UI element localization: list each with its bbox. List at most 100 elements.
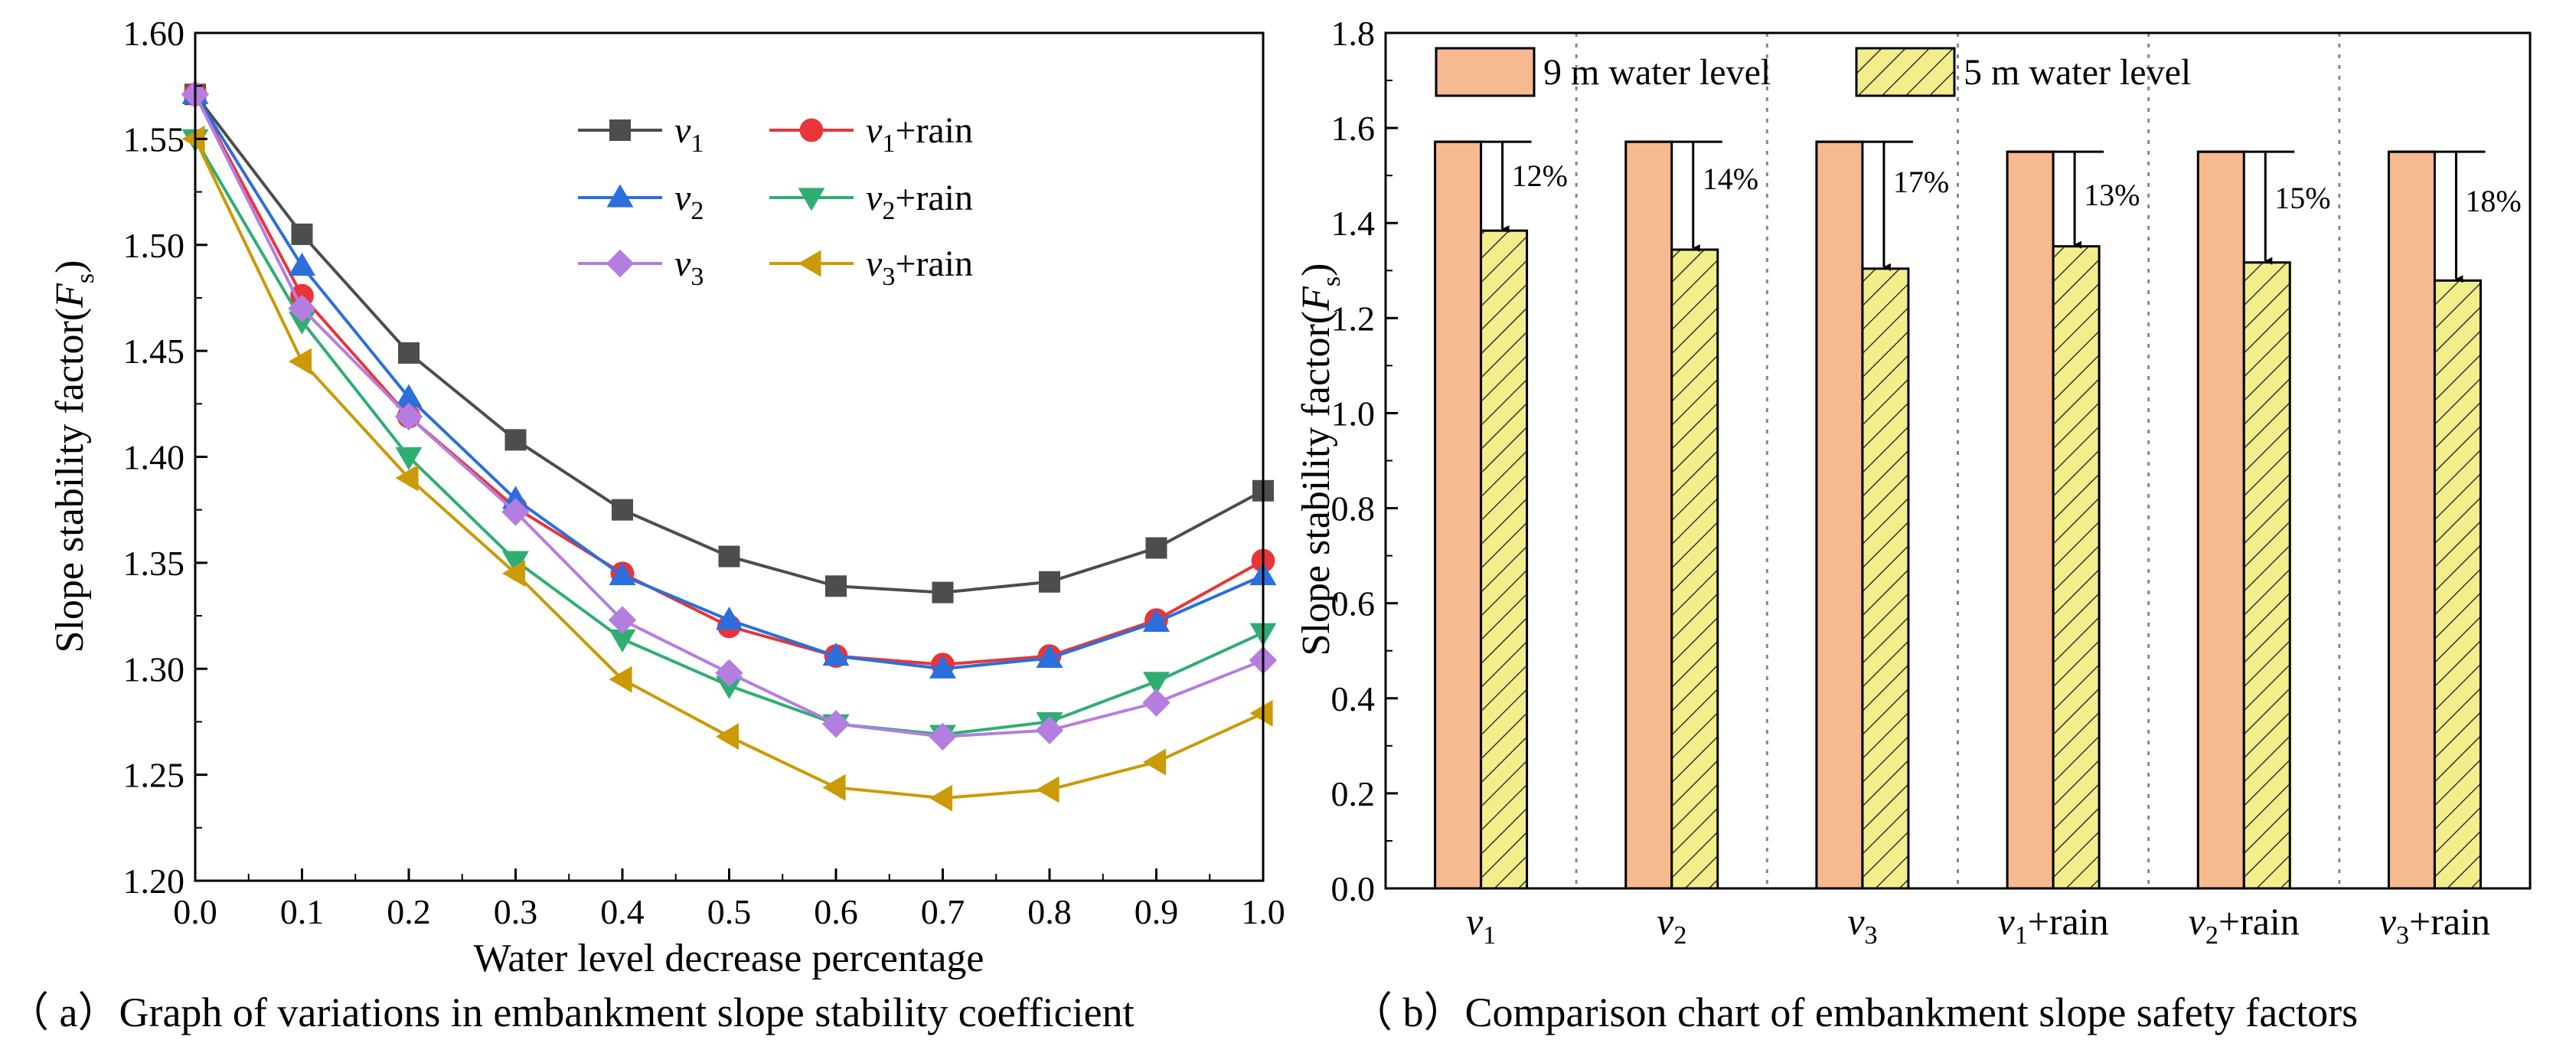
legend-label-1: 5 m water level <box>1964 52 2191 93</box>
y-tick-label-6: 1.50 <box>123 226 185 265</box>
data-point-v3+rain-1 <box>289 348 312 375</box>
category-label-0: v1 <box>1466 900 1496 950</box>
series-line-v3+rain <box>194 138 1264 800</box>
data-point-v2-7 <box>929 655 956 679</box>
category-label-5: v3+rain <box>2379 900 2490 950</box>
line-chart-legend: v1 v1+rain v2 v2+rain v3 v3+rain <box>578 110 973 291</box>
decrease-label-3: 13% <box>2084 178 2140 212</box>
legend-item-v2+rain: v2+rain <box>769 178 973 225</box>
bar-9m-3 <box>2006 150 2055 890</box>
bar-chart-y-axis-label: Slope stability factor(Fs) <box>1295 263 1346 656</box>
legend-item-v3: v3 <box>578 244 704 291</box>
data-point-v3-7 <box>929 722 957 751</box>
decrease-label-4: 15% <box>2274 181 2330 215</box>
y-tick-label-4: 0.8 <box>1331 489 1376 528</box>
series-line-v2+rain <box>194 138 1264 737</box>
data-point-v1-1 <box>291 223 313 245</box>
x-tick-label-6: 0.6 <box>814 892 858 931</box>
series-line-v1+rain <box>194 93 1264 666</box>
category-label-1: v2 <box>1657 900 1686 950</box>
y-tick-label-6: 1.2 <box>1331 299 1376 338</box>
legend-label-v1+rain: v1+rain <box>866 110 973 158</box>
data-point-v3+rain-6 <box>822 774 846 801</box>
line-chart-plot-frame <box>194 31 1265 882</box>
line-chart-y-axis-label: Slope stability factor(Fs) <box>48 260 100 653</box>
bar-9m-4 <box>2196 150 2245 890</box>
data-point-v3-4 <box>608 606 637 634</box>
series-line-v1 <box>194 93 1264 594</box>
legend-swatch-1 <box>1855 47 1956 97</box>
bar-5m-4 <box>2242 261 2291 890</box>
y-tick-label-5: 1.0 <box>1331 394 1376 433</box>
data-point-v2+rain-3 <box>502 551 529 574</box>
y-tick-label-9: 1.8 <box>1331 14 1376 53</box>
decrease-label-2: 17% <box>1893 165 1949 199</box>
y-tick-label-2: 0.4 <box>1331 679 1376 718</box>
legend-item-v1: v1 <box>578 110 704 158</box>
legend-marker-v1+rain <box>799 118 824 142</box>
data-point-v3+rain-4 <box>609 666 632 693</box>
data-point-v2-2 <box>395 384 423 407</box>
y-tick-label-1: 1.25 <box>123 756 185 795</box>
data-point-v3-5 <box>715 659 743 687</box>
y-tick-label-2: 1.30 <box>123 649 185 688</box>
y-tick-label-3: 1.35 <box>123 544 185 583</box>
category-label-4: v2+rain <box>2189 900 2300 950</box>
bar-9m-0 <box>1434 140 1483 890</box>
bar-9m-1 <box>1624 140 1673 890</box>
data-point-v2-9 <box>1143 608 1170 632</box>
data-point-v3-8 <box>1035 716 1064 744</box>
category-label-3: v1+rain <box>1998 900 2109 950</box>
legend-marker-v1 <box>609 119 631 141</box>
data-point-v3+rain-9 <box>1143 748 1167 776</box>
x-tick-label-2: 0.2 <box>387 892 431 931</box>
category-label-2: v3 <box>1847 900 1877 950</box>
x-tick-label-9: 0.9 <box>1135 892 1179 931</box>
data-point-v2+rain-4 <box>609 629 636 653</box>
data-point-v2-6 <box>822 643 850 666</box>
x-tick-label-5: 0.5 <box>707 892 752 931</box>
bar-chart-axes: v1 v2 v3 v1+rain v2+rain v3+rain 0.0 0.2 0.4 0.6 0… <box>1331 14 2490 950</box>
bar-chart-panel: 12% 14% 17% 13% 15% 18% v1 v2 v3 v1+rain v2+rain v… <box>1295 14 2532 1035</box>
data-point-v3+rain-8 <box>1036 776 1059 803</box>
x-tick-label-1: 0.1 <box>280 892 325 931</box>
bar-chart-legend: 9 m water level 5 m water level <box>1435 47 2191 97</box>
decrease-label-0: 12% <box>1512 159 1568 193</box>
data-point-v2-5 <box>716 607 743 630</box>
bar-chart-marks: 12% 14% 17% 13% 15% 18% <box>1434 33 2522 890</box>
line-chart-marks <box>181 80 1278 812</box>
x-tick-label-4: 0.4 <box>600 892 645 931</box>
bar-5m-5 <box>2433 279 2482 890</box>
legend-marker-v3 <box>606 249 635 278</box>
legend-item-v2: v2 <box>578 178 704 225</box>
legend-label-v2: v2 <box>674 178 704 225</box>
legend-label-v3+rain: v3+rain <box>866 244 973 291</box>
data-point-v1-8 <box>1039 571 1060 593</box>
data-point-v2+rain-2 <box>395 446 423 470</box>
data-point-v1-6 <box>825 575 847 597</box>
legend-label-v1: v1 <box>674 110 704 158</box>
line-chart-axes: 0.0 0.1 0.2 0.3 0.4 0.5 0.6 0.7 0.8 0.9 1.0 1.20 1.2… <box>123 14 1285 931</box>
legend-item-v1+rain: v1+rain <box>769 110 973 158</box>
data-point-v3-9 <box>1142 688 1170 717</box>
bar-9m-2 <box>1815 140 1864 890</box>
data-point-v3+rain-3 <box>502 560 526 587</box>
legend-marker-v3+rain <box>798 250 821 277</box>
data-point-v3+rain-0 <box>181 125 205 152</box>
x-tick-label-0: 0.0 <box>173 892 217 931</box>
y-tick-label-7: 1.4 <box>1331 204 1376 243</box>
y-tick-label-0: 1.20 <box>123 862 185 901</box>
y-tick-label-1: 0.2 <box>1331 774 1376 813</box>
x-tick-label-8: 0.8 <box>1027 892 1072 931</box>
bar-5m-2 <box>1861 267 1910 890</box>
bar-5m-0 <box>1480 229 1529 890</box>
y-tick-label-8: 1.60 <box>123 14 185 53</box>
data-point-v1-7 <box>932 581 954 603</box>
y-tick-label-7: 1.55 <box>123 119 185 159</box>
data-point-v2+rain-9 <box>1143 672 1170 695</box>
legend-item-0: 9 m water level <box>1435 47 1771 97</box>
data-point-v1-3 <box>504 429 527 451</box>
data-point-v3-2 <box>394 402 423 431</box>
